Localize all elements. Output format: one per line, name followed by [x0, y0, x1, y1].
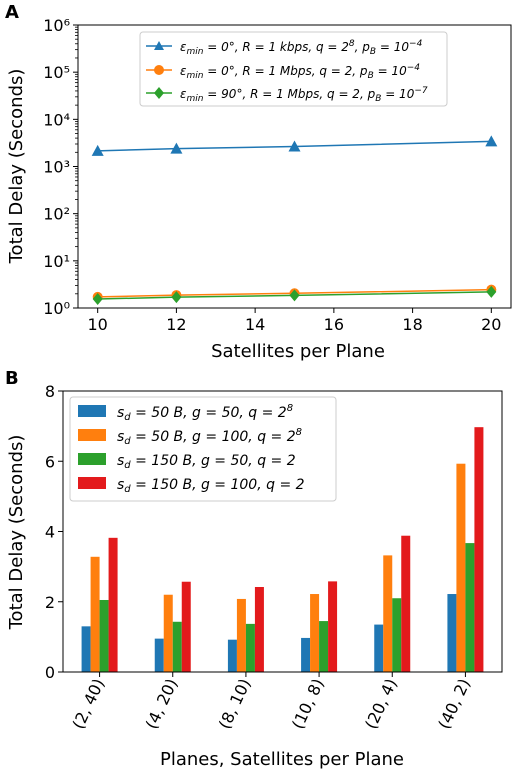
bar — [328, 581, 338, 672]
bar — [90, 556, 100, 672]
panel-b-axes-frame — [62, 390, 503, 673]
circle-marker-icon — [154, 65, 164, 75]
panel-b-y-axis-label: Total Delay (Seconds) — [6, 435, 27, 631]
x-tick-label: (4, 20) — [142, 676, 182, 732]
panel-a-axes-frame — [77, 24, 512, 309]
bar — [465, 543, 475, 672]
panel-a-y-axis-label: Total Delay (Seconds) — [6, 69, 27, 265]
x-tick-label: (8, 10) — [215, 676, 255, 732]
y-tick-label: 10¹ — [43, 252, 70, 271]
series-line-2 — [97, 288, 492, 298]
series-line-1 — [97, 140, 492, 152]
y-tick-label: 10² — [43, 205, 70, 224]
y-tick-label: 8 — [45, 382, 55, 401]
legend-entry-b-3: sd = 150 B, g = 50, q = 2 — [78, 453, 296, 471]
triangle-marker-icon — [154, 41, 164, 50]
panel-b: B 0 2 4 6 8 (2, 40) (4, 20) (8, 10) (10, 8) (20, … — [5, 368, 503, 770]
bar — [245, 623, 255, 672]
data-point — [91, 144, 104, 156]
legend-label: sd = 150 B, g = 50, q = 2 — [117, 453, 296, 471]
bar — [181, 581, 191, 672]
y-tick-label: 10⁰ — [43, 299, 70, 318]
legend-entry-b-2: sd = 50 B, g = 100, q = 28 — [78, 427, 302, 447]
legend-entry-a-3: εmin = 90°, R = 1 Mbps, q = 2, pB = 10−7 — [146, 86, 428, 104]
bar — [301, 637, 311, 672]
x-tick-label: 10 — [88, 315, 108, 334]
series-line-3 — [97, 291, 492, 300]
panel-a: A 10 12 14 16 18 20 10⁰ 10¹ 10² 10³ 10⁴ 10⁵ 10⁶ Sate… — [5, 2, 512, 362]
bar — [108, 537, 118, 672]
bar — [383, 555, 393, 672]
data-point — [288, 140, 301, 152]
panel-b-label: B — [5, 368, 19, 389]
panel-b-ticks: 0 2 4 6 8 (2, 40) (4, 20) (8, 10) (10, 8) (20, 4)… — [45, 382, 474, 732]
legend-entry-b-1: sd = 50 B, g = 50, q = 28 — [78, 403, 293, 423]
legend-label: sd = 50 B, g = 100, q = 28 — [117, 427, 302, 447]
legend-entry-a-1: εmin = 0°, R = 1 kbps, q = 28, pB = 10−4 — [146, 39, 423, 57]
panel-b-legend-box — [69, 396, 337, 502]
data-point — [170, 142, 183, 154]
bar — [172, 621, 182, 672]
bar — [401, 535, 411, 672]
legend-swatch — [78, 453, 106, 465]
legend-label: εmin = 0°, R = 1 kbps, q = 28, pB = 10−4 — [180, 39, 423, 57]
legend-entry-a-2: εmin = 0°, R = 1 Mbps, q = 2, pB = 10−4 — [146, 63, 420, 81]
bar — [163, 594, 173, 672]
bar — [310, 594, 320, 672]
panel-a-legend-box — [139, 31, 448, 107]
x-tick-label: (2, 40) — [69, 676, 109, 732]
data-point — [486, 285, 497, 298]
bar — [99, 599, 109, 672]
data-point — [92, 293, 103, 306]
y-tick-label: 6 — [45, 452, 55, 471]
y-tick-label: 10⁴ — [43, 110, 70, 129]
data-point — [171, 291, 182, 304]
legend-label: εmin = 0°, R = 1 Mbps, q = 2, pB = 10−4 — [180, 63, 420, 81]
diamond-marker-icon — [154, 87, 164, 99]
panel-a-series — [91, 135, 498, 306]
bar — [456, 463, 466, 672]
legend-label: sd = 50 B, g = 50, q = 28 — [117, 403, 293, 423]
panel-b-x-axis-label: Planes, Satellites per Plane — [160, 749, 404, 770]
legend-entry-b-4: sd = 150 B, g = 100, q = 2 — [78, 477, 305, 495]
legend-swatch — [78, 429, 106, 441]
y-tick-label: 10⁵ — [43, 63, 70, 82]
bar — [154, 638, 164, 672]
panel-a-legend: εmin = 0°, R = 1 kbps, q = 28, pB = 10−4… — [139, 31, 448, 107]
legend-swatch — [78, 405, 106, 417]
bar — [236, 598, 246, 672]
bar — [227, 639, 237, 672]
x-tick-label: 14 — [245, 315, 265, 334]
bar — [474, 427, 484, 672]
y-tick-label: 10³ — [43, 158, 70, 177]
bar — [374, 624, 384, 672]
x-tick-label: 18 — [402, 315, 422, 334]
y-tick-label: 2 — [45, 593, 55, 612]
bar — [81, 626, 91, 672]
legend-label: sd = 150 B, g = 100, q = 2 — [117, 477, 305, 495]
bar — [447, 594, 457, 672]
panel-b-legend: sd = 50 B, g = 50, q = 28 sd = 50 B, g =… — [69, 396, 337, 502]
x-tick-label: 20 — [481, 315, 501, 334]
bar — [392, 598, 402, 672]
y-tick-label: 10⁶ — [43, 16, 70, 35]
x-tick-label: (40, 2) — [434, 676, 474, 732]
panel-a-x-axis-label: Satellites per Plane — [211, 341, 385, 362]
y-tick-label: 0 — [45, 663, 55, 682]
panel-b-bars — [81, 427, 484, 672]
x-tick-label: 12 — [166, 315, 186, 334]
bar — [319, 621, 329, 672]
legend-label: εmin = 90°, R = 1 Mbps, q = 2, pB = 10−7 — [180, 86, 428, 104]
bar — [254, 586, 264, 672]
x-tick-label: 16 — [324, 315, 344, 334]
panel-a-label: A — [5, 2, 19, 23]
x-tick-label: (20, 4) — [361, 676, 401, 732]
data-point — [485, 135, 498, 147]
x-tick-label: (10, 8) — [288, 676, 328, 732]
y-tick-label: 4 — [45, 523, 55, 542]
panel-a-ticks: 10 12 14 16 18 20 10⁰ 10¹ 10² 10³ 10⁴ 10⁵ 10⁶ — [43, 16, 501, 334]
data-point — [289, 289, 300, 302]
legend-swatch — [78, 477, 106, 489]
